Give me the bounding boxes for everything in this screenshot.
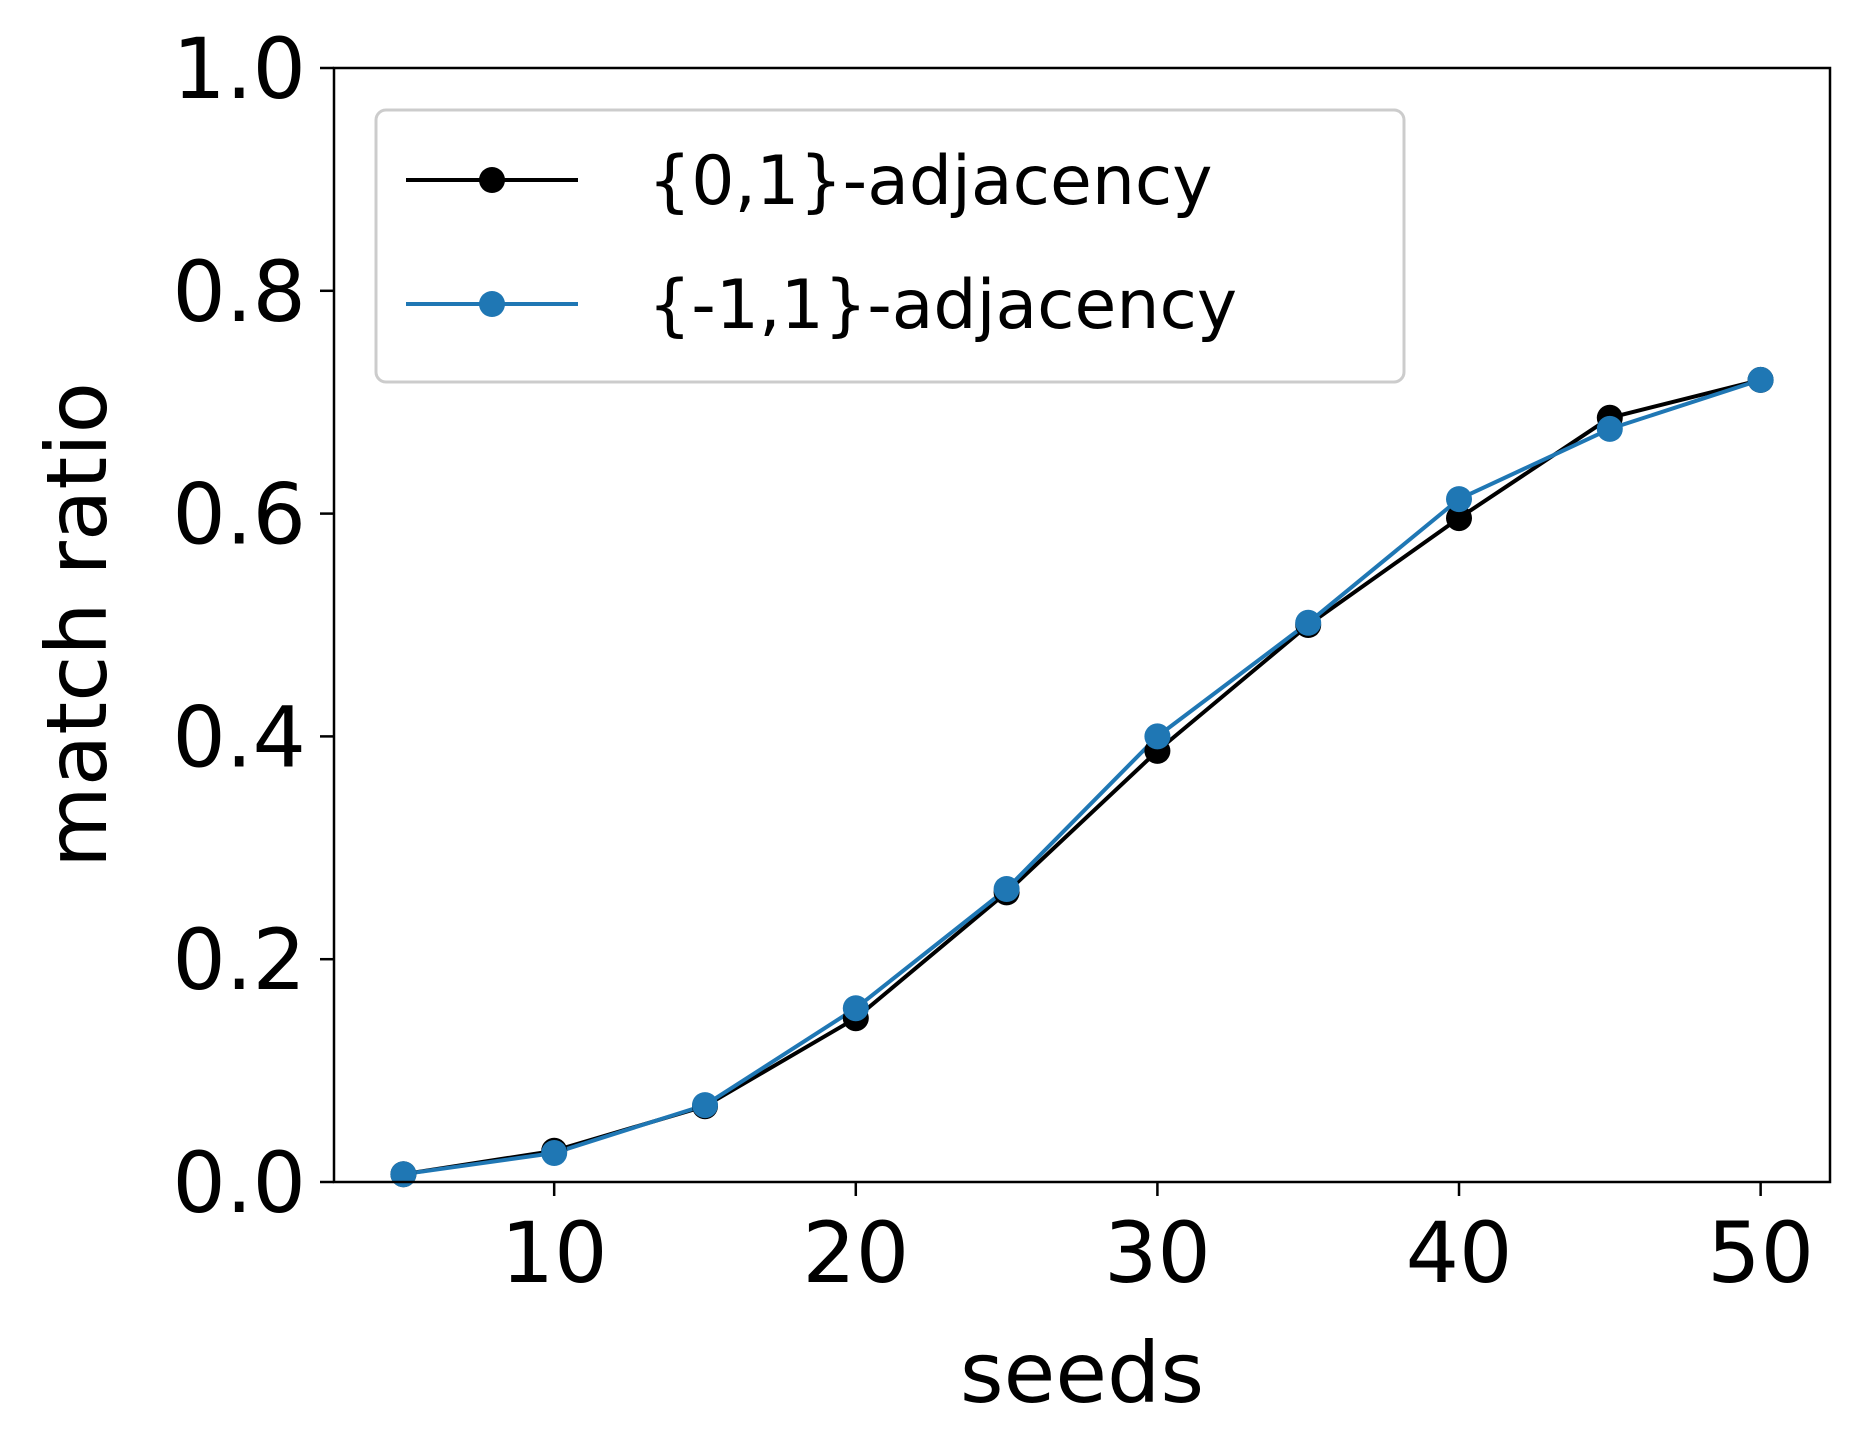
legend-label-1: {-1,1}-adjacency [648, 266, 1237, 345]
x-axis-title: seeds [960, 1324, 1204, 1422]
legend-label-0: {0,1}-adjacency [648, 142, 1213, 221]
x-tick-label: 40 [1406, 1204, 1513, 1302]
x-tick-label: 50 [1707, 1204, 1814, 1302]
legend-box [374, 108, 1406, 384]
x-tick-label: 20 [802, 1204, 909, 1302]
legend-marker-0 [479, 167, 505, 193]
axis-ticks: 10 20 30 40 50 0.0 0.2 0.4 0.6 0.8 1.0 [172, 20, 1814, 1302]
data-point-series-1 [1446, 486, 1472, 513]
data-point-series-1 [993, 876, 1020, 902]
data-point-series-1 [1747, 366, 1774, 393]
plot-frame [332, 66, 1832, 1184]
data-point-series-1 [1144, 723, 1171, 750]
series-line-1 [401, 377, 1763, 1177]
series-lines [401, 377, 1763, 1177]
series-points [390, 366, 1774, 1188]
y-tick-label: 0.8 [172, 243, 306, 341]
data-point-series-0 [1446, 505, 1472, 532]
y-tick-label: 0.4 [172, 688, 306, 786]
data-point-series-1 [842, 995, 869, 1022]
x-tick-label: 10 [501, 1204, 608, 1302]
data-point-series-1 [390, 1161, 417, 1188]
x-tick-label: 30 [1104, 1204, 1211, 1302]
legend: {0,1}-adjacency {-1,1}-adjacency [374, 108, 1406, 384]
y-tick-label: 0.0 [172, 1134, 306, 1232]
y-tick-label: 1.0 [172, 20, 306, 118]
data-point-series-1 [692, 1092, 718, 1119]
data-point-series-1 [1596, 415, 1623, 442]
y-tick-label: 0.2 [172, 911, 306, 1009]
legend-marker-1 [479, 291, 505, 317]
legend-entries: {0,1}-adjacency {-1,1}-adjacency [406, 142, 1237, 345]
data-point-series-1 [1295, 609, 1322, 636]
data-point-series-1 [541, 1140, 568, 1166]
y-tick-label: 0.6 [172, 466, 306, 564]
y-axis-title: match ratio [28, 382, 126, 868]
